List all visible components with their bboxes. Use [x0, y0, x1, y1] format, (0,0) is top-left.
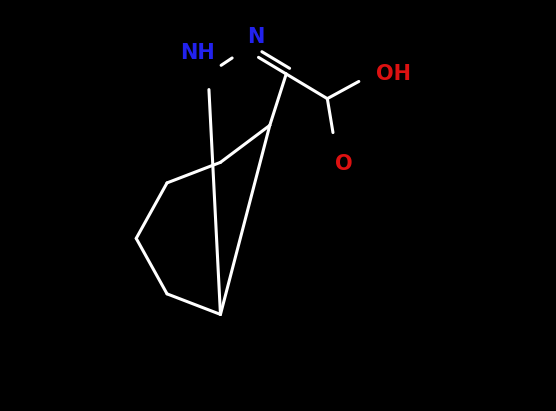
Text: NH: NH [181, 44, 215, 63]
Text: OH: OH [376, 64, 410, 84]
Text: O: O [335, 155, 353, 174]
Text: N: N [247, 27, 264, 47]
